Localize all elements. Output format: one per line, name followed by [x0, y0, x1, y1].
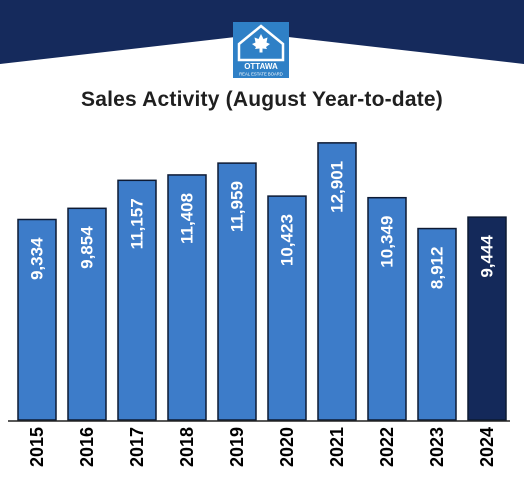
- bar-value-label: 11,157: [128, 198, 147, 249]
- x-tick-label: 2016: [77, 427, 97, 467]
- bar-value-label: 9,854: [78, 226, 97, 269]
- bar-2019: [217, 162, 257, 421]
- bar-2015: [17, 218, 57, 421]
- bar-2017: [117, 179, 157, 421]
- bar-value-label: 11,408: [178, 193, 197, 244]
- bar-value-label: 10,423: [278, 214, 297, 266]
- x-tick-label: 2023: [427, 427, 447, 467]
- bar-value-label: 10,349: [378, 216, 397, 268]
- bar-2016: [67, 207, 107, 421]
- x-tick-label: 2022: [377, 427, 397, 467]
- bar-value-label: 11,959: [228, 181, 247, 232]
- bar-2022: [367, 196, 407, 421]
- bar-2024: [467, 216, 507, 421]
- bar-value-label: 12,901: [328, 161, 347, 213]
- x-tick-label: 2018: [177, 427, 197, 467]
- x-tick-label: 2020: [277, 427, 297, 467]
- chart-title: Sales Activity (August Year-to-date): [81, 88, 443, 111]
- bar-value-label: 9,444: [478, 235, 497, 278]
- bar-value-label: 8,912: [428, 247, 447, 290]
- x-tick-label: 2021: [327, 427, 347, 467]
- x-tick-label: 2024: [477, 427, 497, 467]
- x-tick-label: 2015: [27, 427, 47, 467]
- bar-2023: [417, 227, 457, 421]
- x-tick-label: 2019: [227, 427, 247, 467]
- maple-leaf-house-logo: OTTAWA REAL ESTATE BOARD: [233, 22, 289, 78]
- logo-text: OTTAWA: [244, 62, 278, 71]
- bar-group: 9,334 9,854 11,157 11,408 11,959 10,423 12,901…: [17, 142, 507, 421]
- x-tick-group: 2015 2016 2017 2018 2019 2020 2021 2022 2023 2024: [27, 427, 497, 467]
- x-tick-label: 2017: [127, 427, 147, 467]
- bar-2020: [267, 195, 307, 421]
- bar-2021: [317, 142, 357, 421]
- logo-subtext: REAL ESTATE BOARD: [239, 72, 283, 77]
- bar-2018: [167, 174, 207, 421]
- bar-value-label: 9,334: [28, 237, 47, 280]
